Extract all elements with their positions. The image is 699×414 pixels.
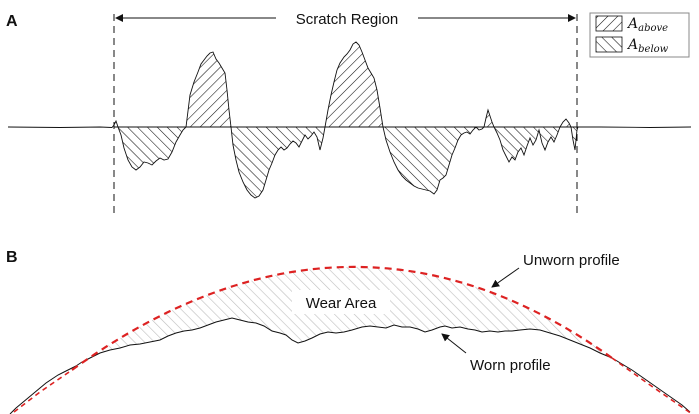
unworn-profile-line: [71, 265, 613, 371]
legend-swatch-below: [595, 36, 623, 53]
panel-a: A Scratch Region Aabove Abelow: [6, 11, 692, 216]
panel-b-label: B: [6, 249, 18, 266]
legend-label-above: Aabove: [626, 16, 668, 34]
legend-label-below: Abelow: [626, 37, 669, 55]
worn-profile-line: [9, 317, 691, 414]
wear-area-label-bg: [292, 290, 390, 314]
area-above-fill: [186, 42, 571, 127]
legend: Aabove Abelow: [589, 12, 690, 58]
unworn-profile-ends: [13, 357, 693, 414]
panel-a-label: A: [6, 13, 18, 30]
unworn-profile-label: Unworn profile: [523, 252, 620, 269]
scratch-profile-line: [7, 41, 692, 199]
legend-swatch-above: [595, 15, 623, 32]
unworn-arrow: [491, 267, 520, 288]
panel-b: B Wear Area Unworn profile Worn profile: [6, 249, 693, 414]
wear-area-fill: [72, 266, 612, 370]
worn-profile-label: Worn profile: [470, 357, 551, 374]
worn-arrow: [441, 333, 467, 354]
wear-area-label: Wear Area: [306, 295, 377, 312]
scratch-region-label: Scratch Region: [296, 11, 399, 28]
